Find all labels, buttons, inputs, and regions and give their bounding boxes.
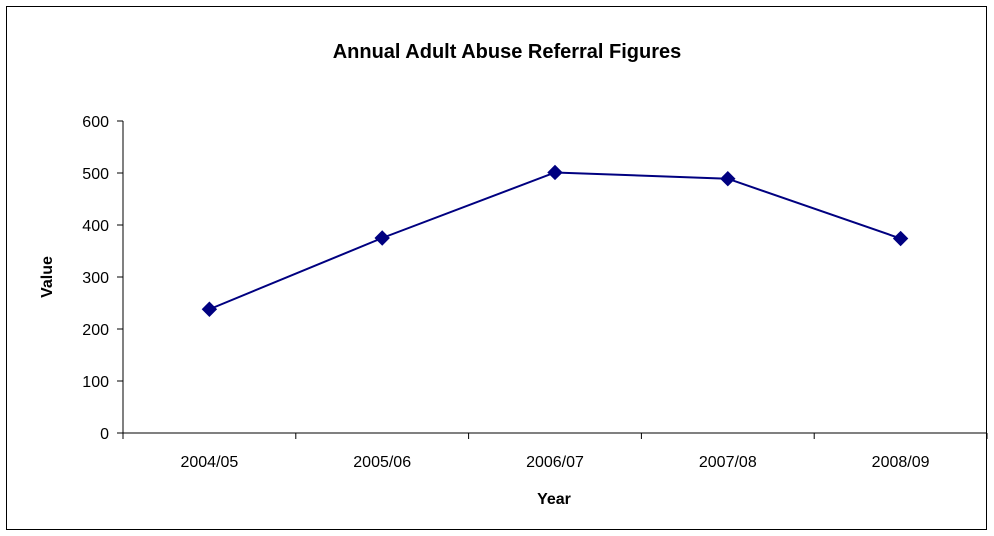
chart-frame: [6, 6, 987, 530]
x-tick-label: 2007/08: [699, 454, 757, 471]
x-tick-label: 2006/07: [526, 454, 584, 471]
y-tick-label: 100: [82, 374, 109, 391]
x-ticks: 2004/05 2005/06 2006/07 2007/08 2008/09: [122, 433, 988, 471]
y-tick-label: 400: [82, 218, 109, 235]
x-tick-label: 2005/06: [353, 454, 411, 471]
y-tick-label: 500: [82, 166, 109, 183]
chart-title: Annual Adult Abuse Referral Figures: [333, 41, 682, 63]
y-tick-label: 200: [82, 322, 109, 339]
data-point-marker: [892, 230, 909, 247]
series-layer: [201, 164, 909, 317]
data-point-marker: [547, 164, 563, 181]
y-tick-label: 600: [82, 114, 109, 131]
x-axis-label: Year: [537, 491, 571, 508]
x-tick-label: 2004/05: [180, 454, 238, 471]
data-point-marker: [201, 301, 218, 317]
y-axis-label: Value: [39, 256, 56, 298]
y-ticks: 0 100 200 300 400 500 600: [82, 114, 123, 443]
y-tick-label: 0: [100, 426, 109, 443]
x-tick-label: 2008/09: [872, 454, 930, 471]
series-line: [209, 171, 901, 311]
data-point-marker: [374, 230, 390, 246]
data-point-marker: [720, 171, 736, 187]
y-tick-label: 300: [82, 270, 109, 287]
